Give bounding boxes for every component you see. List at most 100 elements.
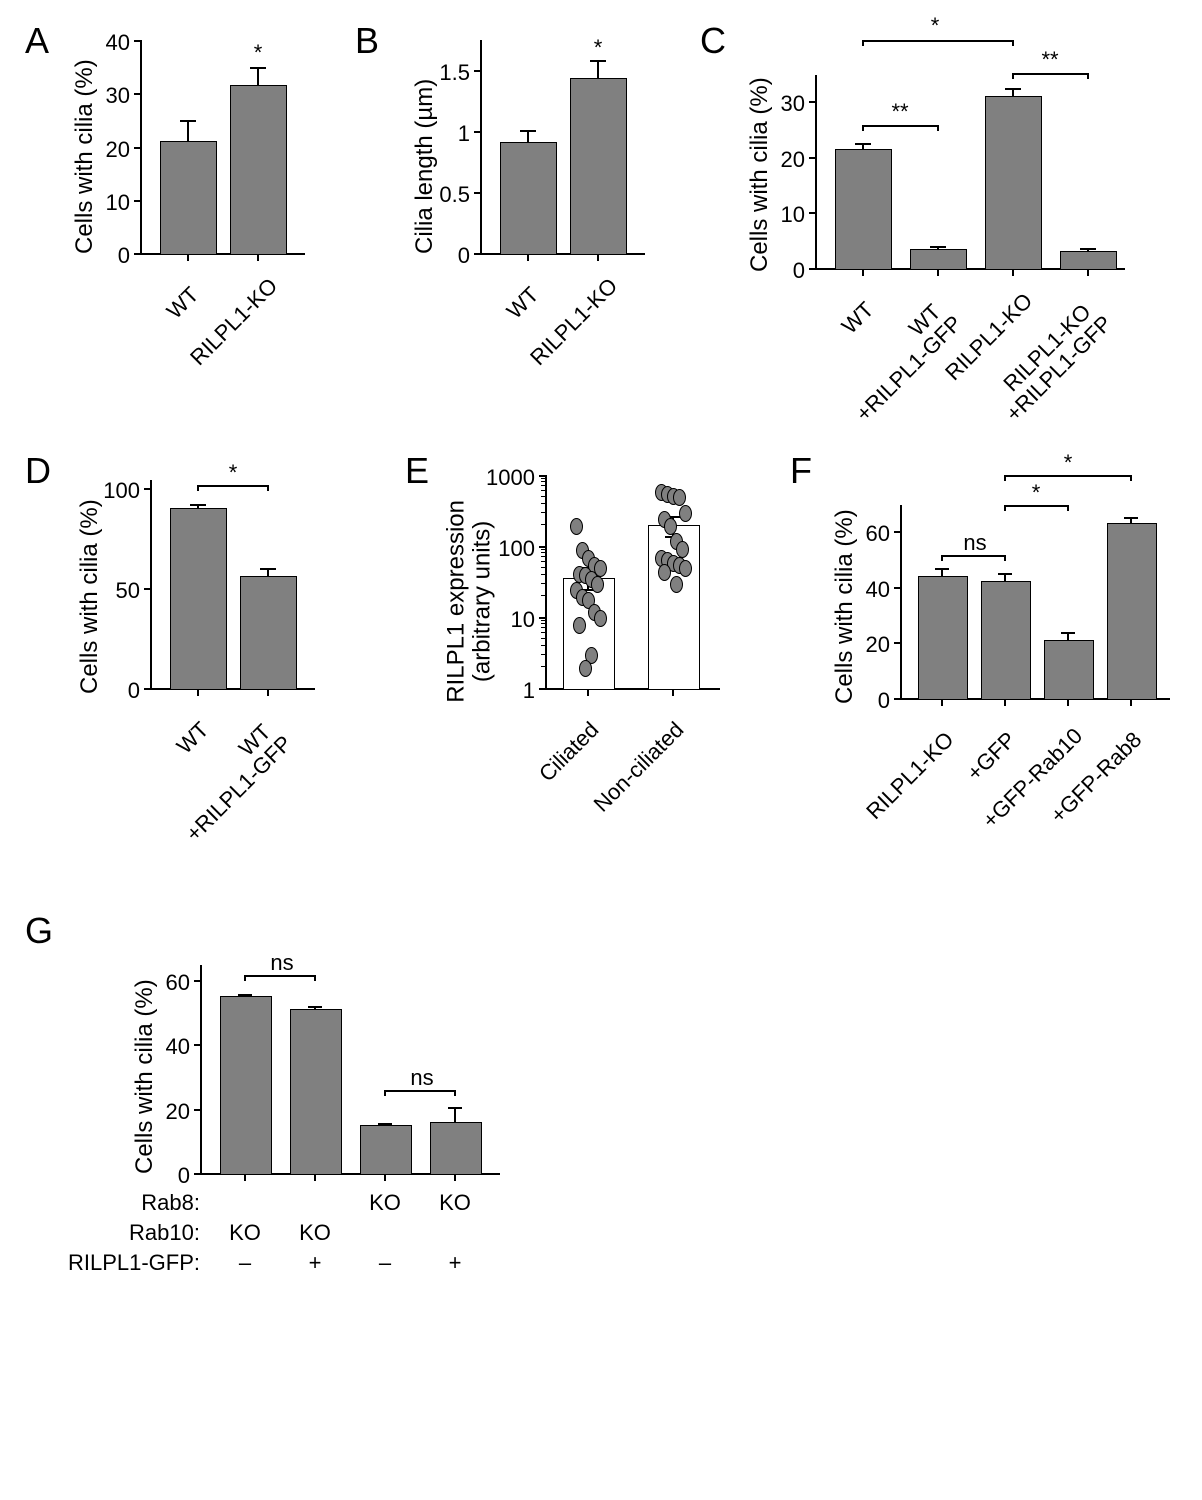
row-label: Rab8: bbox=[70, 1190, 200, 1216]
data-point bbox=[664, 518, 677, 535]
ytick: 10 bbox=[770, 202, 805, 228]
panel-F: Cells with cilia (%) 0 20 40 60 ns * bbox=[840, 470, 1180, 810]
axis bbox=[140, 40, 142, 255]
bar bbox=[1060, 251, 1117, 270]
panel-label-E: E bbox=[405, 450, 429, 492]
data-point bbox=[670, 576, 683, 593]
row-val: KO bbox=[295, 1220, 335, 1246]
panel-D-ylabel: Cells with cilia (%) bbox=[76, 494, 104, 694]
panel-D: Cells with cilia (%) 0 50 100 * WT WT+RI… bbox=[80, 470, 340, 810]
bar bbox=[290, 1009, 342, 1175]
figure-container: A Cells with cilia (%) 0 10 20 30 40 * W… bbox=[20, 20, 1182, 1480]
bar bbox=[985, 96, 1042, 270]
sig: * bbox=[1060, 450, 1076, 476]
ytick: 40 bbox=[95, 30, 130, 56]
data-point bbox=[579, 660, 592, 677]
ytick: 0 bbox=[865, 688, 890, 714]
bar bbox=[430, 1122, 482, 1175]
row-val: KO bbox=[365, 1190, 405, 1216]
bar bbox=[220, 996, 272, 1175]
row-val: + bbox=[295, 1250, 335, 1276]
ytick: 100 bbox=[95, 478, 140, 504]
panel-label-B: B bbox=[355, 20, 379, 62]
sig-star: * bbox=[250, 40, 266, 66]
ytick: 40 bbox=[855, 577, 890, 603]
xtick: RILPL1-KO bbox=[859, 727, 959, 827]
sig: * bbox=[225, 460, 241, 486]
bar bbox=[230, 85, 287, 255]
panel-label-C: C bbox=[700, 20, 726, 62]
sig-star: * bbox=[590, 35, 606, 61]
ytick: 100 bbox=[490, 536, 535, 562]
sig: ** bbox=[1035, 47, 1065, 73]
panel-G-ylabel: Cells with cilia (%) bbox=[131, 974, 159, 1174]
bar bbox=[160, 141, 217, 255]
ytick: 20 bbox=[155, 1099, 190, 1125]
data-point bbox=[676, 541, 689, 558]
panel-E-ylabel: RILPL1 expression(arbitrary units) bbox=[444, 491, 497, 711]
panel-label-F: F bbox=[790, 450, 812, 492]
row-val: – bbox=[225, 1250, 265, 1276]
row-label: Rab10: bbox=[70, 1220, 200, 1246]
ytick: 0 bbox=[115, 678, 140, 704]
data-point bbox=[673, 489, 686, 506]
ytick: 60 bbox=[855, 521, 890, 547]
panel-A: Cells with cilia (%) 0 10 20 30 40 * WT … bbox=[80, 35, 310, 355]
bar bbox=[1107, 523, 1157, 700]
row-val: – bbox=[365, 1250, 405, 1276]
bar bbox=[981, 581, 1031, 700]
sig: ns bbox=[407, 1065, 437, 1091]
bar bbox=[1044, 640, 1094, 700]
data-point bbox=[594, 610, 607, 627]
panel-C: Cells with cilia (%) 0 10 20 30 ** ** bbox=[755, 35, 1175, 375]
ytick: 10 bbox=[95, 190, 130, 216]
ytick: 10 bbox=[500, 607, 535, 633]
bar bbox=[910, 249, 967, 270]
panel-label-D: D bbox=[25, 450, 51, 492]
row-val: KO bbox=[225, 1220, 265, 1246]
row-val: + bbox=[435, 1250, 475, 1276]
row-label: RILPL1-GFP: bbox=[50, 1250, 200, 1276]
bar bbox=[360, 1125, 412, 1175]
ytick: 20 bbox=[855, 632, 890, 658]
ytick: 0 bbox=[105, 243, 130, 269]
data-point bbox=[570, 518, 583, 535]
data-point bbox=[658, 564, 671, 581]
sig: * bbox=[1028, 480, 1044, 506]
ytick: 0 bbox=[445, 243, 470, 269]
ytick: 1000 bbox=[480, 465, 535, 491]
ytick: 20 bbox=[770, 147, 805, 173]
data-point bbox=[591, 576, 604, 593]
ytick: 1 bbox=[430, 121, 470, 147]
ytick: 0.5 bbox=[430, 182, 470, 208]
bar bbox=[918, 576, 968, 700]
ytick: 50 bbox=[105, 578, 140, 604]
ytick: 40 bbox=[155, 1034, 190, 1060]
sig: ns bbox=[960, 530, 990, 556]
bar bbox=[500, 142, 557, 255]
ytick: 30 bbox=[95, 83, 130, 109]
bar bbox=[170, 508, 227, 690]
bar bbox=[835, 149, 892, 270]
ytick: 0 bbox=[165, 1163, 190, 1189]
panel-G: Cells with cilia (%) 0 20 40 60 ns ns bbox=[70, 925, 550, 1355]
data-point bbox=[679, 505, 692, 522]
ytick: 1.5 bbox=[430, 60, 470, 86]
sig: ** bbox=[885, 99, 915, 125]
sig: * bbox=[925, 13, 945, 39]
ytick: 0 bbox=[780, 258, 805, 284]
bar bbox=[240, 576, 297, 690]
panel-label-A: A bbox=[25, 20, 49, 62]
ytick: 1 bbox=[510, 678, 535, 704]
ytick: 20 bbox=[95, 137, 130, 163]
data-point bbox=[573, 617, 586, 634]
panel-B: Cilia length (µm) 0 0.5 1 1.5 * WT RILPL… bbox=[410, 35, 640, 355]
row-val: KO bbox=[435, 1190, 475, 1216]
ytick: 60 bbox=[155, 970, 190, 996]
bar bbox=[570, 78, 627, 255]
panel-label-G: G bbox=[25, 910, 53, 952]
xtick: Ciliated bbox=[515, 717, 604, 806]
panel-E: RILPL1 expression(arbitrary units) 1 10 … bbox=[450, 470, 740, 810]
sig: ns bbox=[267, 950, 297, 976]
ytick: 30 bbox=[770, 91, 805, 117]
